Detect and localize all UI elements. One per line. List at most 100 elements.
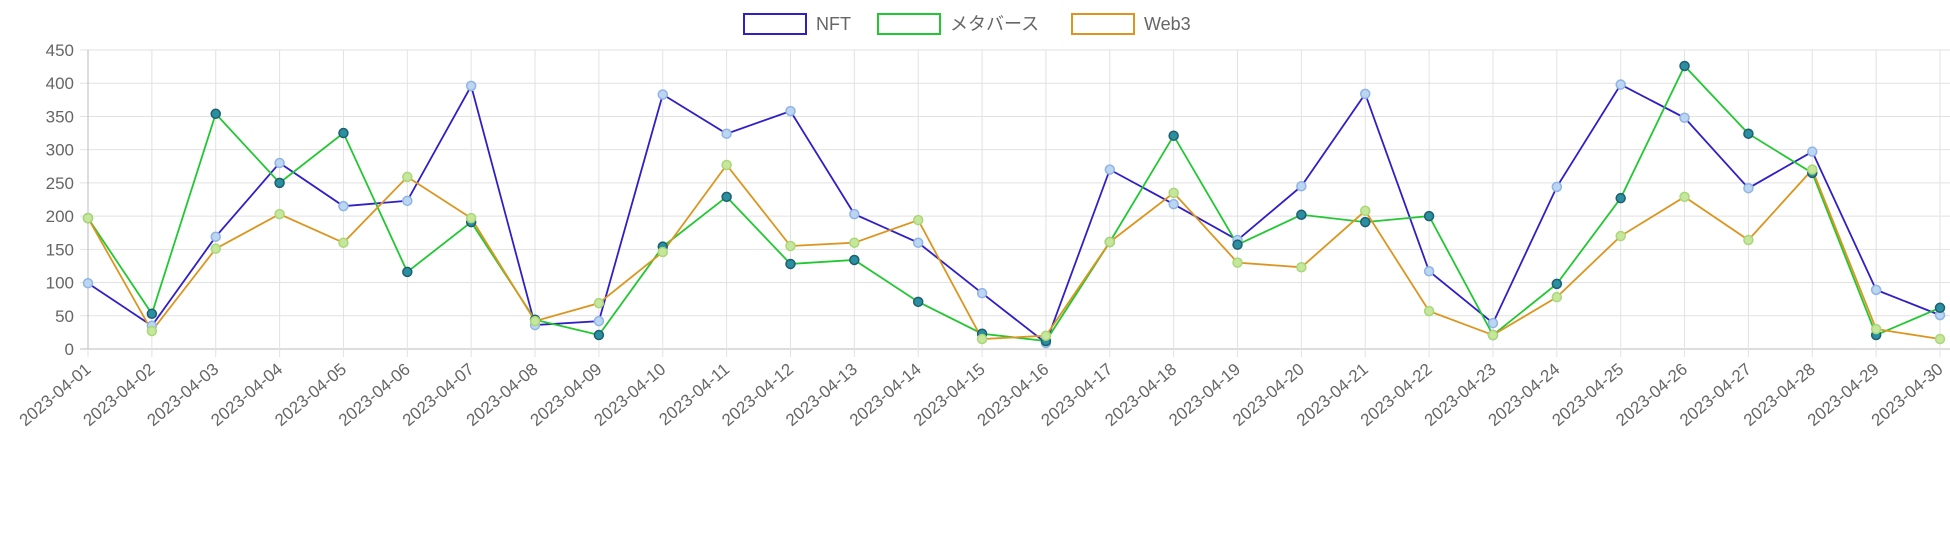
legend-label: NFT <box>816 14 851 34</box>
y-tick-label: 100 <box>46 274 74 293</box>
data-point-2 <box>146 325 158 337</box>
data-point-2 <box>465 212 477 224</box>
data-point-1 <box>1168 130 1179 141</box>
data-point-2 <box>1615 230 1626 242</box>
data-point-2 <box>529 315 541 327</box>
data-point-1 <box>593 329 605 341</box>
data-point-0 <box>210 231 221 242</box>
data-point-0 <box>593 315 605 327</box>
legend-swatch-2 <box>1071 13 1135 35</box>
y-tick-label: 450 <box>46 41 74 60</box>
data-point-1 <box>210 108 221 120</box>
data-point-1 <box>1615 192 1626 204</box>
legend-swatch-1 <box>877 13 941 35</box>
data-point-2 <box>849 237 860 248</box>
data-point-2 <box>1423 305 1435 317</box>
data-point-1 <box>912 296 924 308</box>
data-point-0 <box>1870 284 1882 296</box>
data-point-0 <box>402 195 413 207</box>
data-point-0 <box>465 80 477 92</box>
data-point-0 <box>1679 112 1690 124</box>
y-tick-label: 350 <box>46 107 74 126</box>
data-point-1 <box>1296 209 1307 221</box>
x-tick-label: 2023-04-10 <box>590 360 669 430</box>
data-point-2 <box>1487 329 1499 341</box>
data-point-2 <box>1743 234 1754 246</box>
data-point-2 <box>593 297 605 309</box>
series-line-2 <box>87 163 1941 340</box>
data-point-2 <box>1040 330 1052 341</box>
data-point-2 <box>1359 205 1371 217</box>
data-point-1 <box>146 308 158 320</box>
data-point-2 <box>1551 291 1563 303</box>
data-point-2 <box>210 243 221 254</box>
data-point-1 <box>721 191 732 203</box>
grid <box>80 49 1950 357</box>
y-tick-label: 300 <box>46 141 74 160</box>
data-point-0 <box>338 200 349 212</box>
data-point-0 <box>785 105 796 117</box>
data-point-2 <box>402 171 413 183</box>
data-point-1 <box>785 258 796 270</box>
x-axis: 2023-04-012023-04-022023-04-032023-04-04… <box>16 360 1947 430</box>
data-point-0 <box>1551 181 1563 193</box>
data-point-0 <box>1359 88 1371 100</box>
data-point-2 <box>912 214 924 226</box>
data-point-2 <box>82 212 94 224</box>
data-point-1 <box>1679 60 1690 72</box>
data-point-1 <box>1934 302 1946 314</box>
series-line-0 <box>87 83 1941 345</box>
data-point-0 <box>976 287 988 299</box>
y-tick-label: 250 <box>46 174 74 193</box>
data-point-2 <box>657 246 669 258</box>
data-point-0 <box>274 157 285 169</box>
data-point-2 <box>1232 257 1243 268</box>
data-point-0 <box>1296 180 1307 192</box>
data-point-2 <box>338 237 349 248</box>
y-tick-label: 150 <box>46 240 74 259</box>
data-point-2 <box>1679 191 1690 203</box>
series-points <box>82 60 1946 349</box>
data-point-0 <box>1423 266 1435 277</box>
data-point-2 <box>721 159 732 171</box>
y-tick-label: 200 <box>46 207 74 226</box>
data-point-2 <box>976 333 988 345</box>
data-point-0 <box>912 237 924 248</box>
y-tick-label: 50 <box>55 307 74 326</box>
data-point-0 <box>657 89 669 100</box>
data-point-2 <box>1807 164 1818 175</box>
data-point-1 <box>1423 210 1435 222</box>
data-point-1 <box>1359 216 1371 228</box>
data-point-2 <box>785 240 796 252</box>
data-point-1 <box>1232 239 1243 250</box>
data-point-0 <box>1615 79 1626 90</box>
data-point-0 <box>82 277 94 289</box>
data-point-1 <box>338 127 349 139</box>
data-point-2 <box>1168 187 1179 199</box>
data-point-2 <box>1870 323 1882 335</box>
legend-swatch-0 <box>743 13 807 35</box>
data-point-2 <box>1934 333 1946 345</box>
data-point-1 <box>1743 128 1754 139</box>
data-point-0 <box>1807 146 1818 157</box>
data-point-1 <box>1551 278 1563 290</box>
legend: NFT メタバース Web3 <box>743 13 1191 35</box>
data-point-0 <box>1487 317 1499 329</box>
data-point-1 <box>849 254 860 266</box>
data-point-0 <box>1743 182 1754 194</box>
legend-label: メタバース <box>950 14 1039 34</box>
data-point-2 <box>1104 236 1116 248</box>
y-axis: 0 50 100 150 200 250 300 350 400 450 <box>46 41 74 359</box>
legend-label: Web3 <box>1144 14 1191 34</box>
data-point-2 <box>1296 262 1307 273</box>
y-tick-label: 400 <box>46 74 74 93</box>
data-point-1 <box>274 177 285 189</box>
data-point-0 <box>849 208 860 220</box>
data-point-0 <box>721 128 732 139</box>
data-point-2 <box>274 208 285 220</box>
x-tick-label: 2023-04-30 <box>1868 360 1947 430</box>
data-point-0 <box>1104 164 1116 175</box>
data-point-0 <box>1168 198 1179 210</box>
data-point-1 <box>402 266 413 278</box>
